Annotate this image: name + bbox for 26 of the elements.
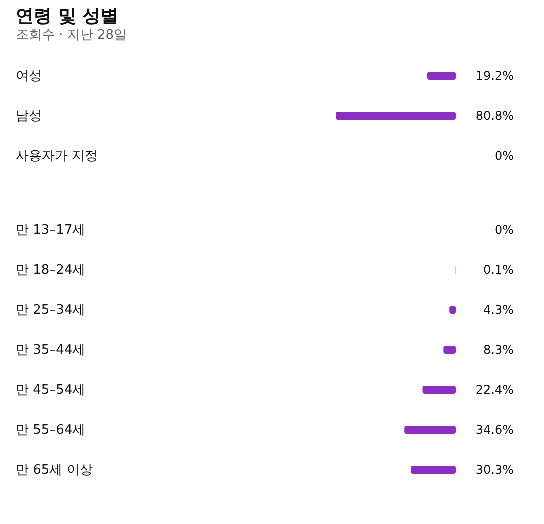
y-tick-label: 만 55–64세	[16, 423, 86, 438]
data-label: 22.4%	[476, 383, 514, 397]
text: 연령 및 성별	[16, 6, 119, 27]
y-tick-label: 만 13–17세	[16, 223, 86, 238]
data-label: 80.8%	[476, 109, 514, 123]
data-label: 30.3%	[476, 463, 514, 477]
y-tick-label: 만 65세 이상	[16, 463, 93, 478]
data-label: 19.2%	[476, 69, 514, 83]
bar	[444, 346, 456, 354]
bar	[411, 466, 456, 474]
data-label: 4.3%	[484, 303, 514, 317]
text: 조회수 · 지난 28일	[16, 28, 128, 43]
y-tick-label: 만 25–34세	[16, 303, 86, 318]
y-tick-label: 사용자가 지정	[16, 149, 98, 164]
bar	[404, 426, 456, 434]
y-tick-label: 남성	[16, 109, 42, 124]
y-tick-label: 만 35–44세	[16, 343, 86, 358]
y-tick-label: 만 45–54세	[16, 383, 86, 398]
text: 0%	[494, 223, 514, 237]
data-label: 0.1%	[484, 263, 514, 277]
data-label: 8.3%	[484, 343, 514, 357]
bar	[422, 386, 456, 394]
data-label: 0%	[494, 149, 514, 163]
y-tick-label: 여성	[16, 69, 42, 84]
y-tick-label: 만 18–24세	[16, 263, 86, 278]
data-label: 34.6%	[476, 423, 514, 437]
